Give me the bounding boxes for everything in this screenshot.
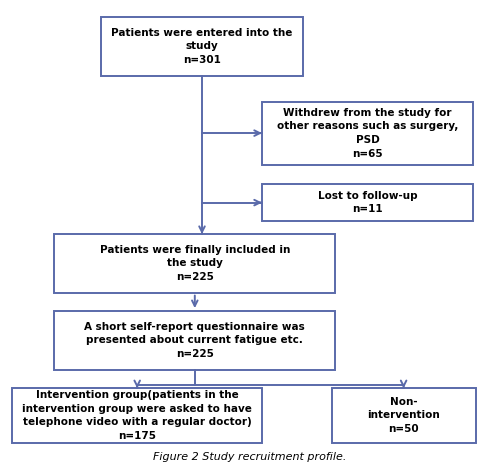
FancyBboxPatch shape	[54, 234, 335, 293]
Text: Withdrew from the study for
other reasons such as surgery,
PSD
n=65: Withdrew from the study for other reason…	[277, 108, 458, 158]
Text: Patients were entered into the
study
n=301: Patients were entered into the study n=3…	[112, 28, 292, 65]
FancyBboxPatch shape	[101, 17, 303, 76]
FancyBboxPatch shape	[54, 311, 335, 369]
Text: Figure 2 Study recruitment profile.: Figure 2 Study recruitment profile.	[154, 453, 346, 462]
Text: Lost to follow-up
n=11: Lost to follow-up n=11	[318, 191, 418, 214]
FancyBboxPatch shape	[332, 388, 476, 443]
Text: Patients were finally included in
the study
n=225: Patients were finally included in the st…	[100, 245, 290, 282]
FancyBboxPatch shape	[262, 184, 473, 221]
Text: Intervention group(patients in the
intervention group were asked to have
telepho: Intervention group(patients in the inter…	[22, 390, 252, 441]
FancyBboxPatch shape	[262, 102, 473, 164]
Text: A short self-report questionnaire was
presented about current fatigue etc.
n=225: A short self-report questionnaire was pr…	[84, 322, 305, 359]
FancyBboxPatch shape	[12, 388, 262, 443]
Text: Non-
intervention
n=50: Non- intervention n=50	[367, 397, 440, 434]
